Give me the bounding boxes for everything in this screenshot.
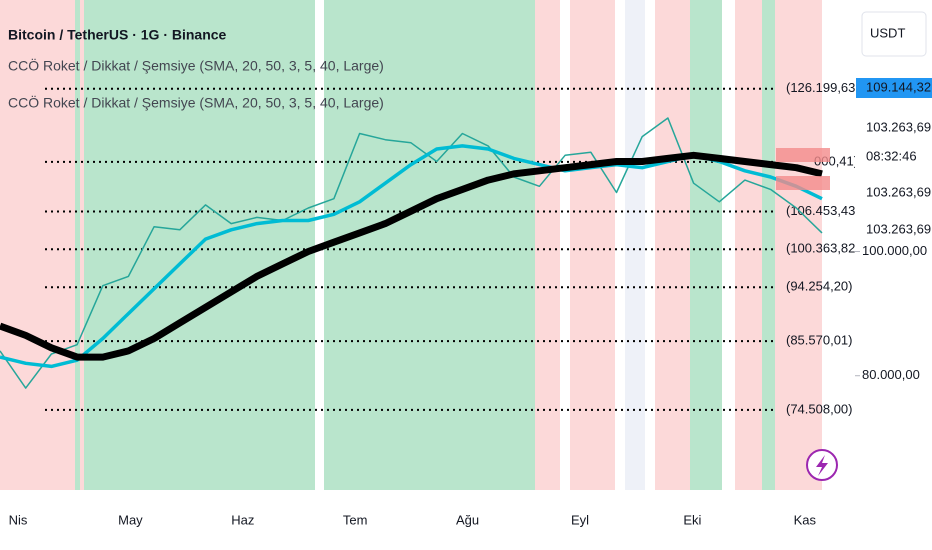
chart-title: Bitcoin / TetherUS · 1G · Binance: [8, 27, 227, 43]
alert-bolt: [816, 455, 828, 476]
x-tick-label: Kas: [794, 512, 817, 527]
x-tick-label: Nis: [9, 512, 28, 527]
price-label: 103.263,69: [866, 119, 931, 134]
signal-band: [535, 0, 560, 490]
zone-box: [776, 176, 830, 190]
level-label: (126.199,63): [786, 80, 860, 95]
signal-band: [615, 0, 625, 490]
signal-band: [80, 0, 84, 490]
level-label: (94.254,20): [786, 279, 853, 294]
x-tick-label: Eki: [683, 512, 701, 527]
x-tick-label: Ağu: [456, 512, 479, 527]
price-label: 08:32:46: [866, 148, 917, 163]
signal-band: [625, 0, 645, 490]
x-tick-label: Eyl: [571, 512, 589, 527]
currency: USDT: [870, 25, 905, 40]
price-label: 109.144,32: [866, 79, 931, 94]
zone-box: [776, 148, 830, 162]
plot: (126.199,63)000,41)(106.453,43)(100.363,…: [0, 80, 860, 416]
price-label: 103.263,69: [866, 184, 931, 199]
series-line: [0, 151, 823, 361]
signal-band: [722, 0, 735, 490]
signal-band: [775, 0, 822, 490]
signal-band: [324, 0, 535, 490]
signal-band: [560, 0, 570, 490]
y-tick-label: 100.000,00: [862, 243, 927, 258]
level-label: (74.508,00): [786, 401, 853, 416]
signal-band: [0, 0, 75, 490]
price-tag: [856, 78, 932, 98]
signal-band: [655, 0, 690, 490]
signal-band: [75, 0, 80, 490]
x-tick-label: May: [118, 512, 143, 527]
series-line: [0, 117, 823, 389]
indicator: CCÖ Roket / Dikkat / Şemsiye (SMA, 20, 5…: [8, 94, 384, 111]
signal-band: [570, 0, 615, 490]
level-label: (100.363,82): [786, 241, 860, 256]
signal-band: [690, 0, 722, 490]
x-tick-label: Haz: [231, 512, 254, 527]
signal-band: [735, 0, 762, 490]
signal-band: [762, 0, 775, 490]
y-tick-label: 80.000,00: [862, 367, 920, 382]
signal-band: [645, 0, 655, 490]
price-label: 103.263,69: [866, 221, 931, 236]
x-tick-label: Tem: [343, 512, 368, 527]
indicator: CCÖ Roket / Dikkat / Şemsiye (SMA, 20, 5…: [8, 57, 384, 74]
level-label: (85.570,01): [786, 333, 853, 348]
time-axis: [0, 490, 932, 550]
currency-box[interactable]: [861, 11, 927, 57]
level-label: (106.453,43): [786, 203, 860, 218]
